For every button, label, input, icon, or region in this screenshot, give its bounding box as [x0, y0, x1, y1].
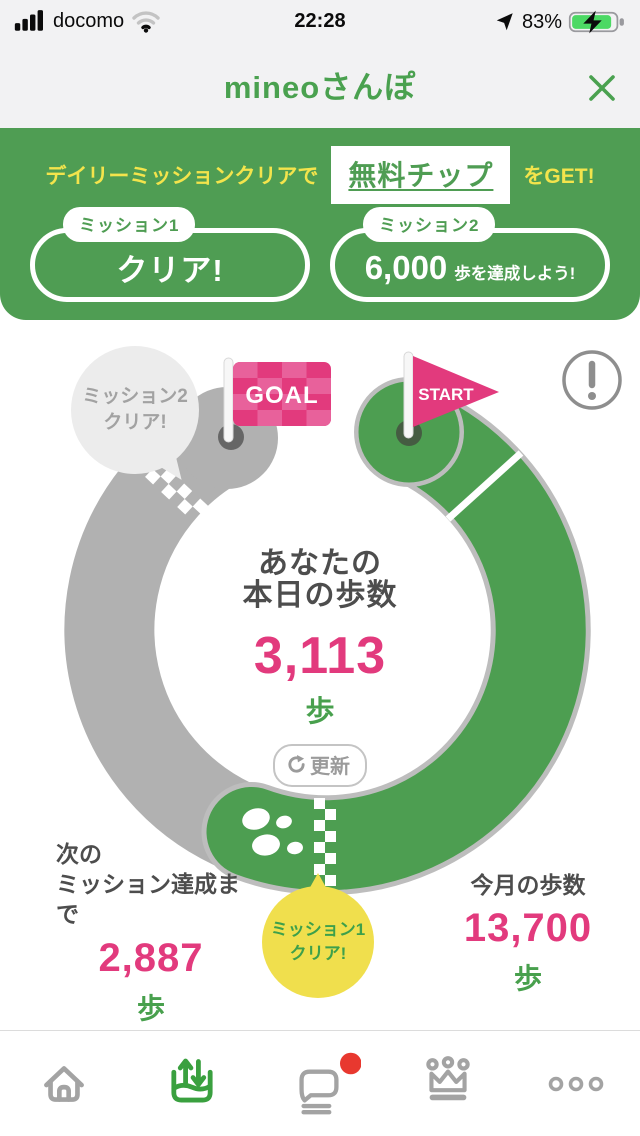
- mission2-card: ミッション2 6,000 歩を達成しよう!: [330, 207, 610, 302]
- crown-icon: [426, 1055, 470, 1100]
- bubble-tail: [308, 873, 328, 891]
- bubble-line: クリア!: [289, 944, 347, 963]
- tab-home[interactable]: [0, 1031, 128, 1136]
- steps-icon: [171, 1058, 213, 1102]
- mission1-checkpoint-marker: [314, 798, 336, 894]
- step-progress-ring-section: GOAL START ミッション2 クリア! ミッション1 クリア!: [0, 330, 640, 1024]
- update-label: 更新: [310, 755, 350, 778]
- notification-dot: [339, 1052, 361, 1074]
- mission1-card: ミッション1 クリア!: [30, 207, 310, 302]
- status-bar: docomo 22:28 83%: [0, 0, 640, 44]
- bubble-line: ミッション2: [82, 386, 188, 408]
- chat-icon: [299, 1052, 361, 1114]
- bubble-line: クリア!: [103, 412, 167, 433]
- monthly-steps-value: 13,700: [463, 906, 593, 950]
- start-flag-label: START: [418, 385, 474, 404]
- mission-pill-row: ミッション1 クリア! ミッション2 6,000 歩を達成しよう!: [30, 207, 610, 302]
- mission1-status: クリア!: [116, 252, 224, 288]
- tab-steps-active[interactable]: [128, 1031, 256, 1136]
- mission1-clear-bubble: ミッション1 クリア!: [262, 873, 374, 998]
- tab-ranking[interactable]: [384, 1031, 512, 1136]
- goal-flag-pole: [223, 357, 234, 443]
- next-mission-steps-value: 2,887: [98, 935, 204, 980]
- tab-more[interactable]: [512, 1031, 640, 1136]
- today-steps-readout: あなたの 本日の歩数 3,113 歩 更新: [170, 548, 470, 787]
- next-mission-steps-unit: 歩: [136, 992, 165, 1024]
- start-flag: START: [413, 356, 499, 427]
- free-chip-link[interactable]: 無料チップ: [331, 146, 511, 204]
- goal-flag: GOAL: [233, 362, 331, 426]
- today-label-line1: あなたの: [258, 547, 382, 580]
- free-chip-label: 無料チップ: [348, 160, 494, 191]
- today-step-unit: 歩: [305, 695, 335, 728]
- status-time: 22:28: [294, 10, 346, 32]
- bubble-line: ミッション1: [270, 920, 366, 940]
- today-label-line2: 本日の歩数: [242, 578, 398, 612]
- next-mission-label-line1: 次の: [56, 841, 102, 867]
- today-step-count: 3,113: [253, 626, 387, 685]
- daily-mission-banner: デイリーミッションクリアで 無料チップ をGET! ミッション1 クリア! ミッ…: [0, 128, 640, 320]
- mission2-goal-text: 歩を達成しよう!: [454, 265, 576, 283]
- app-header: mineoさんぽ: [0, 44, 640, 128]
- monthly-steps-unit: 歩: [513, 963, 542, 994]
- refresh-icon: [288, 754, 305, 773]
- close-button[interactable]: [580, 66, 624, 110]
- battery-charging-icon: [568, 10, 624, 34]
- battery-percent-label: 83%: [521, 10, 562, 33]
- signal-strength-icon: [14, 10, 43, 31]
- info-button[interactable]: [562, 350, 622, 410]
- next-mission-label-line2: ミッション達成まで: [56, 870, 240, 927]
- banner-headline: デイリーミッションクリアで 無料チップ をGET!: [0, 142, 640, 208]
- mission2-step-goal: 6,000: [364, 249, 448, 286]
- carrier-label: docomo: [53, 9, 125, 32]
- more-ellipsis-icon: [548, 1076, 604, 1091]
- home-icon: [44, 1065, 84, 1102]
- monthly-steps-stat: 今月の歩数 13,700 歩: [428, 866, 628, 997]
- banner-text-suffix: をGET!: [523, 165, 595, 188]
- tab-chat[interactable]: [256, 1031, 384, 1136]
- close-icon: [589, 75, 615, 101]
- location-arrow-icon: [496, 13, 513, 31]
- update-button[interactable]: 更新: [273, 743, 367, 787]
- footprints-icon: [242, 808, 303, 856]
- progress-arc: [206, 387, 586, 891]
- progress-ring: GOAL START: [64, 350, 622, 896]
- next-mission-stat: 次の ミッション達成まで 2,887 歩: [56, 840, 246, 1027]
- page-title: mineoさんぽ: [223, 70, 417, 105]
- start-flag-pole: [403, 351, 414, 439]
- mission2-clear-bubble: ミッション2 クリア!: [71, 346, 199, 487]
- mission1-badge: ミッション1: [63, 207, 196, 242]
- wifi-icon: [132, 11, 160, 33]
- goal-flag-label: GOAL: [245, 382, 318, 409]
- start-segment-divider: [445, 450, 524, 522]
- top-chrome: docomo 22:28 83%: [0, 0, 640, 128]
- monthly-steps-label: 今月の歩数: [470, 872, 586, 898]
- mission2-badge: ミッション2: [363, 207, 496, 242]
- tab-bar: [0, 1030, 640, 1136]
- banner-text-prefix: デイリーミッションクリアで: [45, 165, 319, 188]
